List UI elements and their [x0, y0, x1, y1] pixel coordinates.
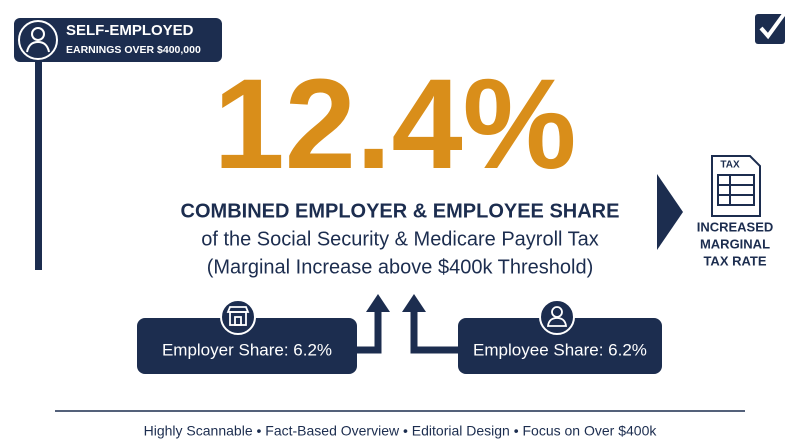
headline-line: (Marginal Increase above $400k Threshold… — [207, 256, 594, 278]
person-icon — [26, 27, 50, 53]
side-line: TAX RATE — [703, 253, 766, 268]
badge-title: SELF-EMPLOYED — [66, 22, 194, 39]
tax-form-icon — [711, 155, 761, 217]
form-label: TAX — [720, 160, 740, 171]
headline-line: COMBINED EMPLOYER & EMPLOYEE SHARE — [181, 200, 620, 222]
rate: 12.4% — [214, 53, 577, 196]
footer: Highly Scannable • Fact-Based Overview •… — [144, 423, 658, 439]
headline-line: of the Social Security & Medicare Payrol… — [201, 228, 599, 250]
person-glyph — [546, 306, 568, 327]
share-box — [137, 318, 357, 374]
badge-subtitle: EARNINGS OVER $400,000 — [66, 44, 201, 56]
check-icon — [755, 12, 786, 44]
share-box — [458, 318, 662, 374]
store-glyph — [226, 306, 250, 326]
badge — [14, 18, 222, 62]
pointer — [657, 174, 683, 250]
arrowhead — [366, 294, 390, 312]
arrow — [410, 310, 460, 354]
side-line: MARGINAL — [700, 236, 770, 251]
share-label: Employee Share: 6.2% — [473, 340, 647, 359]
arrowhead — [402, 294, 426, 312]
share-label: Employer Share: 6.2% — [162, 340, 332, 359]
rail — [35, 40, 42, 270]
side-line: INCREASED — [697, 219, 774, 234]
arrow — [355, 310, 382, 354]
